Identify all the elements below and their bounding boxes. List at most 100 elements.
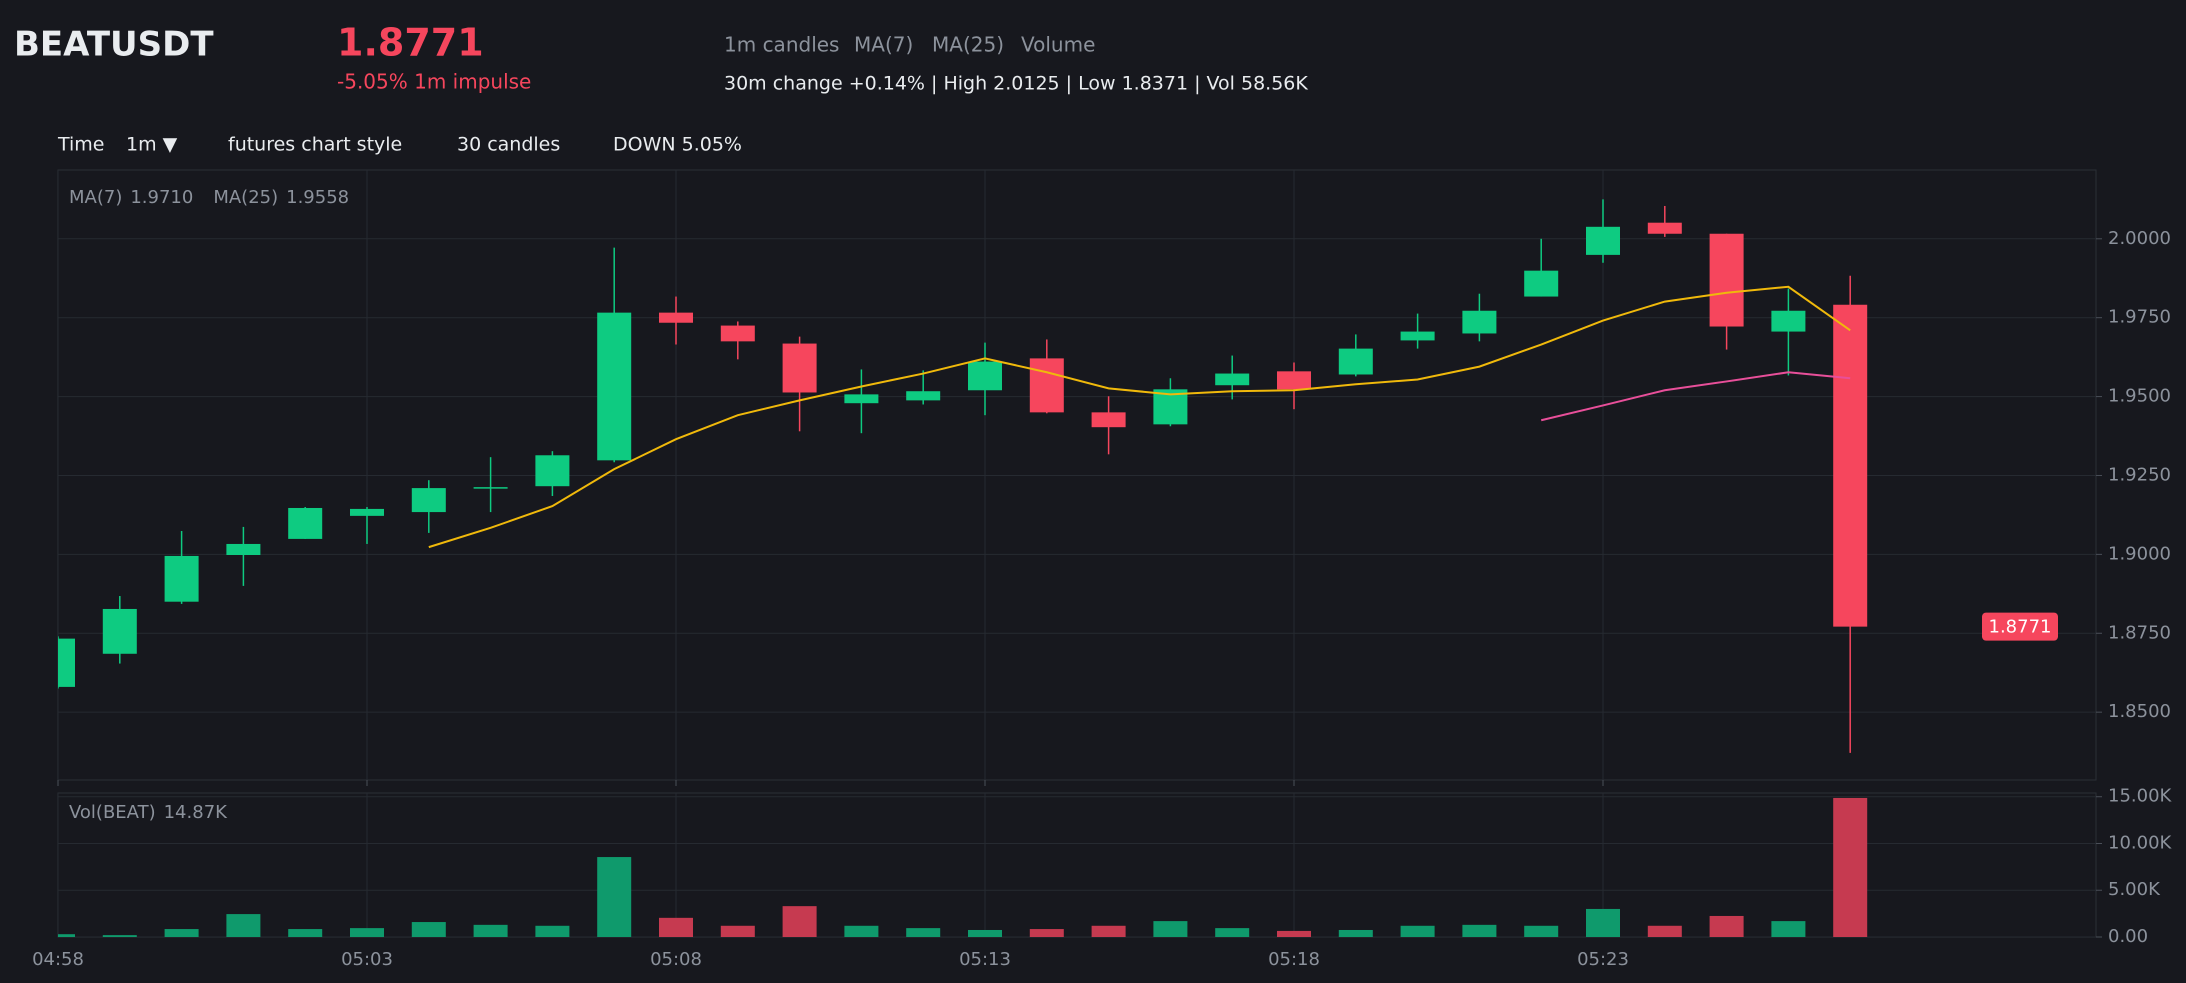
volume-bar — [164, 929, 199, 937]
y-tick-label: 1.9750 — [2108, 307, 2171, 328]
volume-bar — [1709, 915, 1744, 937]
price-tag — [1982, 612, 2058, 641]
volume-bar — [720, 925, 755, 937]
volume-bar — [1771, 921, 1806, 937]
candle-body — [535, 455, 570, 487]
candle-body — [1833, 304, 1868, 627]
legend-value: 1.9710 — [130, 187, 193, 208]
volume-bar — [1647, 925, 1682, 937]
direction: DOWN 5.05% — [613, 134, 742, 156]
candle-body — [906, 391, 941, 401]
candle-body — [782, 343, 817, 393]
x-tick-label: 05:18 — [1268, 949, 1320, 970]
volume-bar — [1215, 928, 1250, 937]
volume-bar — [102, 935, 137, 937]
last-price: 1.8771 — [337, 21, 484, 65]
y-tick-label: 2.0000 — [2108, 228, 2171, 249]
candle-count: 30 candles — [457, 134, 560, 156]
volume-bar — [1586, 908, 1620, 937]
candle-body — [164, 555, 199, 602]
y-tick-label: 1.9500 — [2108, 386, 2171, 407]
candle-body — [659, 312, 693, 323]
x-tick-label: 04:58 — [32, 949, 84, 970]
volume-bar — [659, 917, 693, 937]
volume-bar — [906, 928, 941, 937]
y2-tick-label: 5.00K — [2108, 879, 2161, 900]
volume-bar — [1400, 925, 1435, 937]
x-tick-label: 05:23 — [1577, 949, 1629, 970]
indicator: MA(7) — [854, 33, 913, 57]
volume-bar — [1462, 924, 1497, 937]
candle-body — [968, 361, 1002, 391]
candle-body — [1771, 310, 1806, 332]
volume-bar — [535, 925, 570, 937]
x-tick-label: 05:08 — [650, 949, 702, 970]
legend-name: MA(25) — [213, 187, 278, 208]
candle-body — [1277, 371, 1311, 390]
legend-name: MA(7) — [69, 187, 122, 208]
candle-body — [58, 638, 75, 687]
volume-bar — [350, 928, 384, 937]
volume-legend-name: Vol(BEAT) — [69, 802, 156, 823]
candle-body — [1338, 348, 1373, 375]
candle-body — [720, 325, 755, 342]
candle-body — [1586, 226, 1620, 255]
chart-style[interactable]: futures chart style — [228, 134, 402, 156]
y-tick-label: 1.9000 — [2108, 543, 2171, 564]
volume-bar — [1277, 930, 1311, 937]
volume-bar — [288, 929, 323, 937]
y-tick-label: 1.9250 — [2108, 464, 2171, 485]
candle-body — [597, 312, 632, 461]
indicator: MA(25) — [932, 33, 1004, 57]
y2-tick-label: 0.00 — [2108, 926, 2148, 947]
interval-select[interactable]: 1m ▼ — [126, 134, 178, 156]
price-change: -5.05% 1m impulse — [337, 70, 531, 94]
volume-bar — [1029, 929, 1064, 937]
x-tick-label: 05:03 — [341, 949, 393, 970]
candle-body — [1215, 373, 1250, 386]
volume-panel — [57, 792, 2097, 938]
volume-bar — [1833, 797, 1868, 937]
candle-body — [350, 508, 384, 516]
ma-line — [1540, 371, 1851, 422]
indicator: Volume — [1021, 33, 1095, 57]
candle-body — [1029, 358, 1064, 413]
volume-legend-value: 14.87K — [164, 802, 229, 823]
volume-bar — [597, 857, 632, 937]
candle-body — [411, 488, 446, 513]
time-label: Time — [57, 134, 105, 156]
volume-bar — [1524, 925, 1559, 937]
volume-bar — [968, 929, 1002, 937]
legend-value: 1.9558 — [286, 187, 349, 208]
symbol: BEATUSDT — [14, 25, 214, 65]
candle-body — [844, 394, 879, 404]
stats: 30m change +0.14% | High 2.0125 | Low 1.… — [724, 73, 1308, 95]
volume-bar — [1091, 925, 1126, 937]
volume-bar — [58, 934, 75, 937]
candle-body — [1400, 331, 1435, 341]
y2-tick-label: 10.00K — [2108, 832, 2173, 853]
volume-bar — [1338, 929, 1373, 937]
candle-body — [473, 487, 508, 489]
volume-bar — [1153, 921, 1188, 937]
candle-body — [1091, 412, 1126, 428]
candle-body — [226, 543, 261, 555]
candle-body — [288, 507, 323, 539]
volume-bar — [411, 922, 446, 937]
candle-body — [1524, 270, 1559, 297]
x-tick-label: 05:13 — [959, 949, 1011, 970]
candle-body — [1709, 233, 1744, 327]
volume-bar — [473, 924, 508, 937]
y-tick-label: 1.8750 — [2108, 622, 2171, 643]
indicator: 1m candles — [724, 33, 839, 57]
volume-bar — [226, 914, 261, 937]
candle-body — [1462, 310, 1497, 334]
volume-bar — [782, 906, 817, 937]
candle-body — [1647, 222, 1682, 234]
ma-line — [428, 285, 1851, 549]
volume-bar — [844, 925, 879, 937]
candle-body — [102, 608, 137, 654]
price-tag-label: 1.8771 — [1989, 617, 2052, 638]
y2-tick-label: 15.00K — [2108, 786, 2173, 807]
